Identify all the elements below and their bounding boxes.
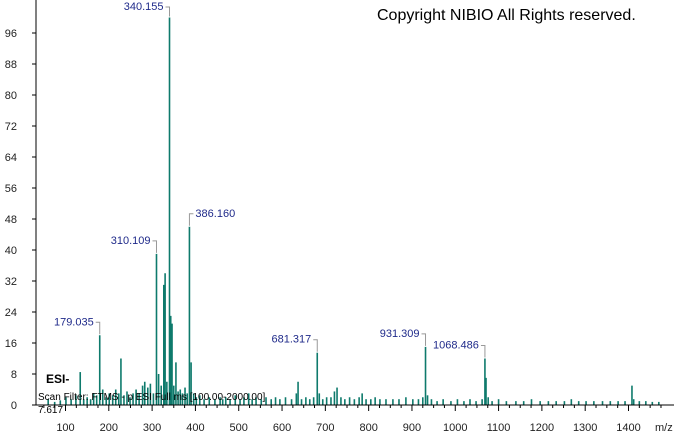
scan-filter-text: Scan Filter: FTMS - p ESI Full ms [100.0…	[38, 392, 266, 403]
y-tick-label: 88	[5, 59, 17, 71]
x-tick-label: 400	[186, 422, 204, 434]
copyright-text: Copyright NIBIO All Rights reserved.	[377, 7, 636, 24]
y-tick-label: 64	[5, 152, 17, 164]
x-tick-label: 200	[100, 422, 118, 434]
y-ticks: 0 8 16 24 32 40 48 56 64 72 80 88 96	[5, 28, 36, 412]
y-tick-label: 16	[5, 338, 17, 350]
peak-label-connector	[313, 339, 318, 352]
intensity-value: 7.617	[38, 405, 63, 416]
peak-label-connector	[165, 6, 171, 17]
y-tick-label: 72	[5, 121, 17, 133]
ion-mode-label: ESI-	[46, 372, 69, 386]
y-tick-label: 8	[11, 369, 17, 381]
x-tick-label: 900	[403, 422, 421, 434]
peak-label-connector	[95, 321, 101, 335]
peak-label: 1068.486	[433, 340, 479, 352]
peak-label: 931.309	[380, 328, 420, 340]
x-tick-label: 1000	[443, 422, 467, 434]
y-tick-label: 80	[5, 90, 17, 102]
y-tick-label: 96	[5, 28, 17, 40]
x-tick-label: 700	[316, 422, 334, 434]
peak-label-connector	[188, 213, 194, 226]
peak-label-connector	[152, 240, 157, 253]
x-tick-label: 300	[143, 422, 161, 434]
x-tick-label: 100	[56, 422, 74, 434]
x-ticks: 100 200 300 400 500 600 700 800 900 1000 1100 1200 1…	[43, 405, 662, 434]
x-tick-label: 1400	[616, 422, 640, 434]
x-axis-label: m/z	[655, 422, 673, 434]
x-tick-label: 1200	[530, 422, 554, 434]
peak-label-connector	[480, 345, 486, 358]
peak-label-connector	[421, 333, 427, 346]
y-tick-label: 32	[5, 276, 17, 288]
y-tick-label: 40	[5, 245, 17, 257]
y-tick-label: 48	[5, 214, 17, 226]
peaks-layer	[47, 17, 660, 405]
peak-label: 386.160	[195, 208, 235, 220]
peak-label: 340.155	[124, 1, 164, 13]
peak-label: 310.109	[111, 235, 151, 247]
peak-label: 179.035	[54, 316, 94, 328]
x-tick-label: 1300	[573, 422, 597, 434]
y-tick-label: 0	[11, 400, 17, 412]
peak-label: 681.317	[271, 334, 311, 346]
peak-labels: 179.035 310.109 340.155 386.160 681.317 931.3…	[54, 1, 486, 358]
axes-layer	[35, 0, 674, 406]
x-tick-label: 800	[359, 422, 377, 434]
y-tick-label: 24	[5, 307, 17, 319]
x-tick-label: 1100	[487, 422, 511, 434]
x-tick-label: 600	[273, 422, 291, 434]
y-tick-label: 56	[5, 183, 17, 195]
x-tick-label: 500	[230, 422, 248, 434]
